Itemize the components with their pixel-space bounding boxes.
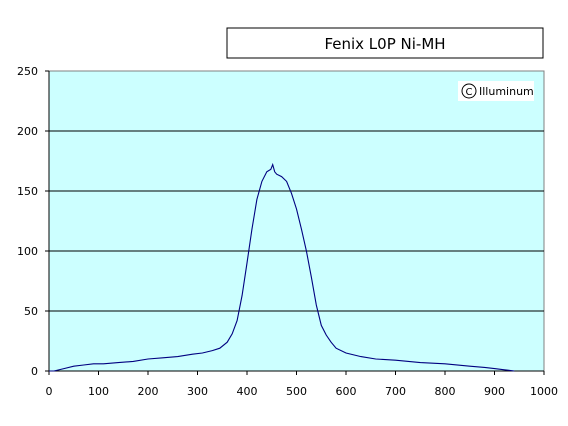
svg-text:C: C [466,87,473,98]
y-tick-label: 250 [17,65,38,78]
x-tick-label: 800 [435,385,456,398]
title-box: Fenix L0P Ni-MH [226,27,544,59]
x-tick-label: 1000 [530,385,558,398]
x-tick-label: 500 [286,385,307,398]
y-axis-ticks: 0 50 100 150 200 250 [17,65,49,378]
y-tick-label: 150 [17,185,38,198]
series-line [49,162,515,372]
axes [48,71,544,372]
x-tick-label: 300 [187,385,208,398]
gridlines [49,130,544,312]
y-tick-label: 100 [17,245,38,258]
x-tick-label: 0 [46,385,53,398]
x-tick-label: 400 [237,385,258,398]
plot-area [48,70,545,372]
y-tick-label: 200 [17,125,38,138]
y-tick-label: 0 [31,365,38,378]
x-tick-label: 600 [336,385,357,398]
x-axis-ticks: 0 100 200 300 400 500 600 700 800 900 1000 [46,371,558,398]
x-tick-label: 700 [385,385,406,398]
x-tick-label: 200 [138,385,159,398]
chart-title: Fenix L0P Ni-MH [324,35,445,53]
y-tick-label: 50 [24,305,38,318]
watermark: C Illuminum [458,81,534,101]
x-tick-label: 900 [484,385,505,398]
watermark-text: Illuminum [479,85,534,98]
copyright-icon [461,83,477,99]
x-tick-label: 100 [88,385,109,398]
